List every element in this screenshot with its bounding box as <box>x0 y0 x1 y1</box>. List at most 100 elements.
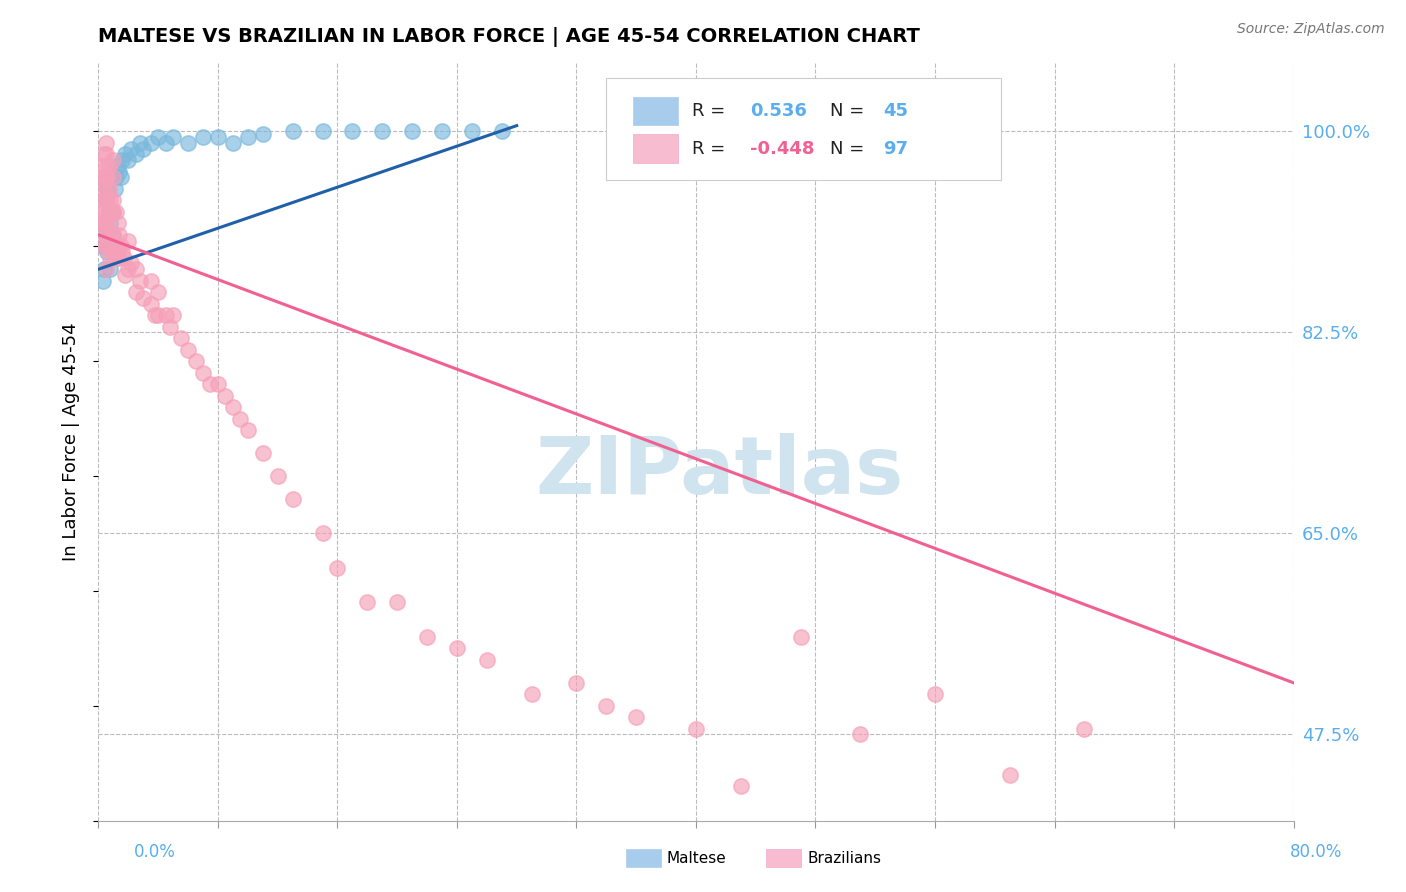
Point <box>252 127 274 141</box>
Point <box>96 194 118 208</box>
Point <box>924 687 946 701</box>
Point <box>94 182 117 196</box>
Point <box>371 124 394 138</box>
Point <box>96 170 118 185</box>
Point <box>222 400 245 414</box>
Point <box>132 291 155 305</box>
Point <box>1073 722 1095 736</box>
Point <box>108 227 131 242</box>
Point <box>94 227 117 242</box>
Point <box>103 204 125 219</box>
Point <box>94 204 117 219</box>
Point <box>110 239 132 253</box>
Point <box>90 159 112 173</box>
Point <box>200 377 222 392</box>
Point <box>461 124 484 138</box>
Point <box>103 227 125 242</box>
Point <box>94 170 117 185</box>
Point <box>101 239 124 253</box>
Point <box>103 153 125 167</box>
Point <box>849 727 872 741</box>
Point <box>105 204 128 219</box>
Point <box>125 285 148 300</box>
Point <box>103 204 125 219</box>
Point <box>98 194 122 208</box>
Point <box>169 331 191 345</box>
Point <box>94 216 117 230</box>
Point <box>416 630 439 644</box>
Point <box>148 130 170 145</box>
Point <box>107 244 129 259</box>
FancyBboxPatch shape <box>633 96 678 126</box>
Point <box>94 136 117 150</box>
Point <box>267 469 290 483</box>
Point <box>101 239 124 253</box>
Point <box>120 142 142 156</box>
Point <box>104 182 127 196</box>
Point <box>93 204 115 219</box>
Point <box>93 147 115 161</box>
Point <box>595 698 617 713</box>
Text: Brazilians: Brazilians <box>807 851 882 865</box>
Point <box>97 182 120 196</box>
Point <box>94 159 117 173</box>
Point <box>90 239 112 253</box>
Point <box>96 239 118 253</box>
Point <box>565 675 588 690</box>
Point <box>214 388 236 402</box>
Text: ZIPatlas: ZIPatlas <box>536 433 904 511</box>
Point <box>139 274 162 288</box>
Point <box>789 630 811 644</box>
Point <box>475 653 498 667</box>
Point <box>96 182 118 196</box>
FancyBboxPatch shape <box>633 135 678 163</box>
Point <box>110 170 132 185</box>
Point <box>94 176 117 190</box>
Point <box>114 147 136 161</box>
Point <box>162 130 184 145</box>
Point <box>94 194 117 208</box>
Point <box>356 595 378 609</box>
FancyBboxPatch shape <box>606 78 1001 180</box>
Point <box>117 153 139 167</box>
Point <box>101 204 124 219</box>
Point <box>98 216 122 230</box>
Point <box>97 227 120 242</box>
Point <box>520 687 543 701</box>
Text: 45: 45 <box>883 102 908 120</box>
Point <box>107 216 129 230</box>
Point <box>184 354 207 368</box>
Point <box>132 142 155 156</box>
Point <box>139 136 162 150</box>
Point <box>311 124 333 138</box>
Point <box>94 147 117 161</box>
Point <box>446 641 468 656</box>
Point <box>143 308 166 322</box>
Text: Source: ZipAtlas.com: Source: ZipAtlas.com <box>1237 22 1385 37</box>
Point <box>108 251 131 265</box>
Point <box>222 136 245 150</box>
Point <box>191 366 214 380</box>
Text: R =: R = <box>692 140 731 158</box>
Point <box>159 319 181 334</box>
Y-axis label: In Labor Force | Age 45-54: In Labor Force | Age 45-54 <box>62 322 80 561</box>
Point <box>281 491 304 506</box>
Point <box>94 239 117 253</box>
Point <box>111 244 134 259</box>
Text: -0.448: -0.448 <box>749 140 814 158</box>
Text: 0.536: 0.536 <box>749 102 807 120</box>
Point <box>111 153 134 167</box>
Point <box>229 411 252 425</box>
Point <box>98 251 122 265</box>
Point <box>162 308 184 322</box>
Point <box>125 147 148 161</box>
Point <box>125 262 148 277</box>
Point <box>93 194 115 208</box>
Point <box>107 159 129 173</box>
Point <box>148 285 170 300</box>
Text: 80.0%: 80.0% <box>1291 843 1343 861</box>
Point <box>94 262 117 277</box>
Text: N =: N = <box>830 140 870 158</box>
Point <box>342 124 364 138</box>
Point <box>207 377 229 392</box>
